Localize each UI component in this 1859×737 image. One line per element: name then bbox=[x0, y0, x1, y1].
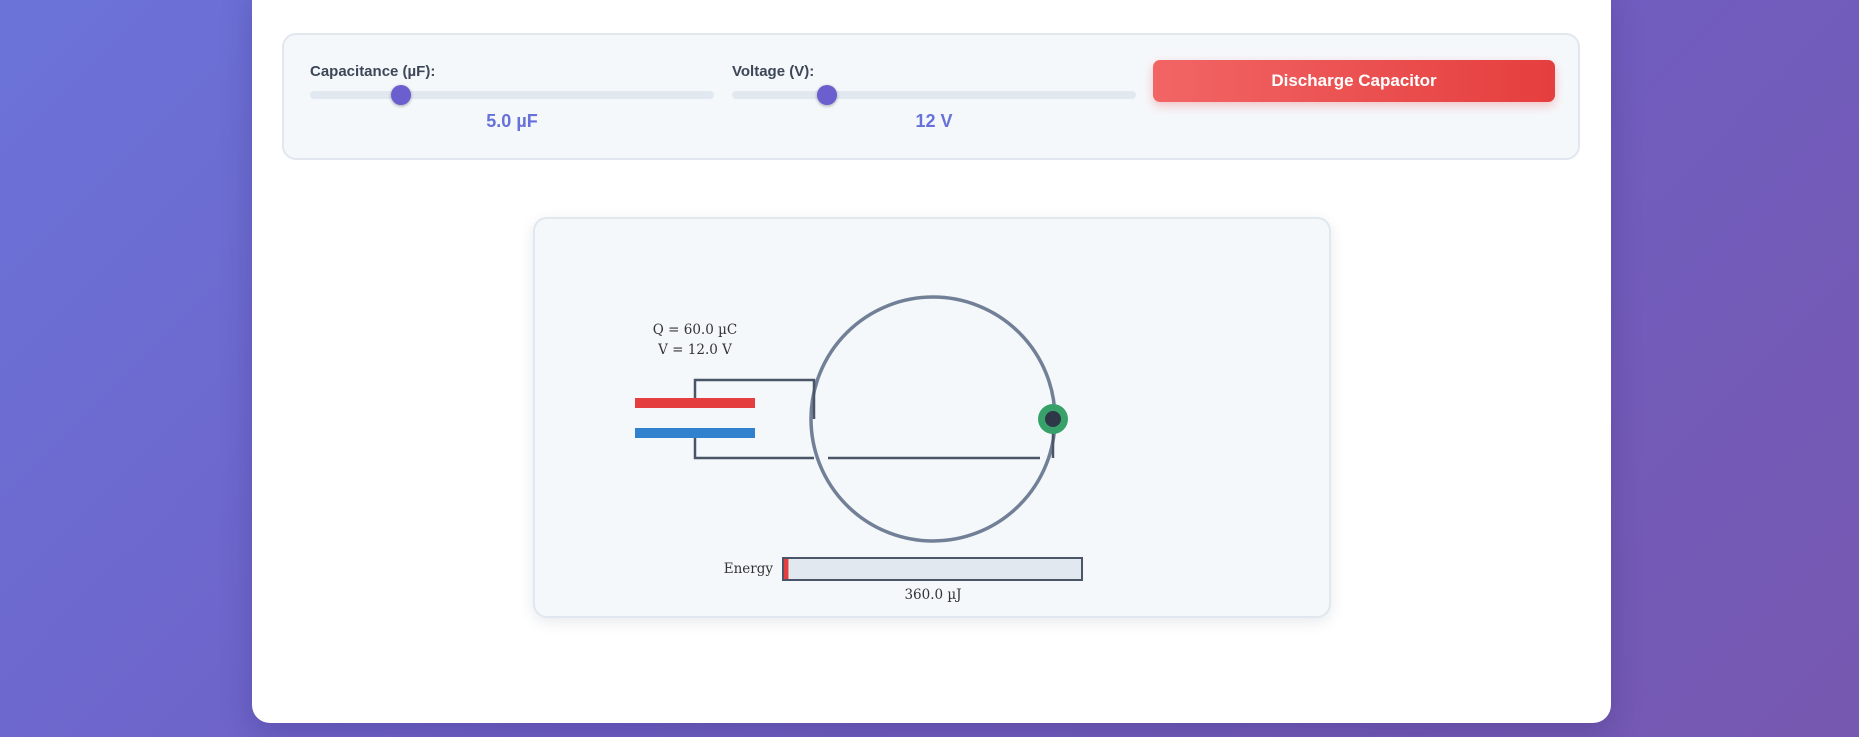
circuit-loop bbox=[809, 295, 1057, 543]
voltage-slider[interactable] bbox=[732, 85, 1136, 105]
capacitance-slider-thumb[interactable] bbox=[391, 85, 412, 105]
charge-label: Q = 60.0 µC bbox=[653, 322, 737, 338]
energy-value: 360.0 µJ bbox=[904, 587, 961, 603]
controls-panel: Capacitance (µF): 5.0 µF Voltage (V): 12… bbox=[282, 33, 1580, 160]
negative-plate bbox=[635, 428, 755, 438]
voltage-value: 12 V bbox=[915, 111, 953, 131]
energy-bar-fill bbox=[784, 559, 789, 579]
positive-plate bbox=[635, 398, 755, 408]
discharge-capacitor-button[interactable]: Discharge Capacitor bbox=[1153, 60, 1555, 102]
energy-bar-track bbox=[782, 557, 1083, 581]
capacitance-label: Capacitance (µF): bbox=[310, 63, 436, 80]
simulation-panel: Q = 60.0 µC V = 12.0 V Energy 360.0 µJ bbox=[533, 217, 1331, 618]
top-wire bbox=[693, 378, 816, 419]
energy-label: Energy bbox=[724, 561, 774, 577]
switch-contact-center bbox=[1045, 411, 1061, 427]
circuit-canvas: Q = 60.0 µC V = 12.0 V Energy 360.0 µJ bbox=[635, 295, 1083, 603]
bottom-wire-left bbox=[693, 437, 814, 460]
capacitance-control: Capacitance (µF): 5.0 µF bbox=[310, 63, 714, 132]
voltage-label: Voltage (V): bbox=[732, 63, 815, 80]
capacitance-value: 5.0 µF bbox=[486, 111, 538, 131]
capacitance-slider[interactable] bbox=[310, 85, 714, 105]
capacitor-voltage-label: V = 12.0 V bbox=[657, 342, 732, 358]
voltage-slider-thumb[interactable] bbox=[817, 85, 838, 105]
voltage-control: Voltage (V): 12 V bbox=[732, 63, 1136, 132]
